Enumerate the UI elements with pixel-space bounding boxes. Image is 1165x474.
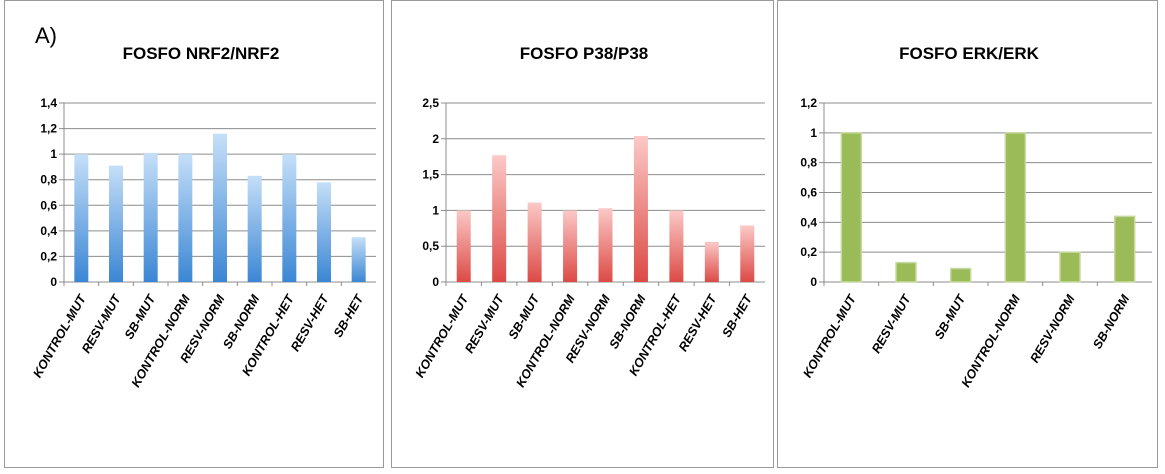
bar bbox=[282, 154, 297, 282]
y-tick-label: 1 bbox=[810, 126, 817, 140]
y-tick-label: 1,2 bbox=[800, 96, 817, 110]
bar bbox=[704, 241, 719, 282]
chart-panel-p38: FOSFO P38/P38 0 0,5 1 1,5 2 2,5 KONTROL-MUT RESV… bbox=[391, 0, 774, 468]
chart-title: FOSFO ERK/ERK bbox=[899, 44, 1040, 63]
y-tick-label: 0,5 bbox=[422, 239, 439, 253]
y-tick-label: 0,2 bbox=[40, 249, 57, 263]
y-tick-label: 1,5 bbox=[422, 168, 439, 182]
bar bbox=[840, 132, 863, 283]
x-category-label: KONTROL-MUT bbox=[800, 291, 859, 380]
bar bbox=[1004, 132, 1027, 283]
bar bbox=[527, 202, 542, 282]
y-tick-label: 2,5 bbox=[422, 96, 439, 110]
bar bbox=[143, 152, 158, 282]
y-tick-label: 1 bbox=[432, 203, 439, 217]
x-category-label: SB-NORM bbox=[1090, 292, 1132, 351]
bar bbox=[74, 154, 89, 282]
y-tick-label: 1 bbox=[50, 147, 57, 161]
y-tick-label: 0,6 bbox=[40, 198, 57, 212]
y-tick-label: 1,4 bbox=[40, 96, 57, 110]
y-tick-label: 0,8 bbox=[800, 156, 817, 170]
bar bbox=[1113, 215, 1136, 283]
chart-title: FOSFO P38/P38 bbox=[520, 44, 649, 63]
x-category-label: SB-HET bbox=[331, 291, 367, 339]
chart-title: FOSFO NRF2/NRF2 bbox=[123, 44, 280, 63]
x-category-label: SB-MUT bbox=[122, 291, 159, 341]
bar bbox=[317, 182, 331, 282]
y-tick-label: 0 bbox=[810, 275, 817, 289]
y-tick-label: 0,4 bbox=[40, 224, 57, 238]
x-category-label: SB-MUT bbox=[932, 291, 969, 341]
chart-nrf2: FOSFO NRF2/NRF2 0 0,2 0,4 0,6 0,8 1 1,2 1,4 KONTR… bbox=[30, 44, 376, 390]
bar bbox=[740, 225, 755, 282]
x-category-label: KONTROL-MUT bbox=[30, 291, 89, 380]
y-tick-label: 0 bbox=[432, 275, 439, 289]
x-category-label: KONTROL-MUT bbox=[413, 291, 472, 380]
bar bbox=[895, 261, 917, 283]
y-tick-label: 2 bbox=[432, 132, 439, 146]
bar bbox=[213, 133, 227, 282]
bar bbox=[109, 165, 123, 282]
bar bbox=[1059, 251, 1081, 283]
bar bbox=[492, 155, 507, 282]
bar bbox=[598, 208, 613, 282]
y-tick-label: 0,4 bbox=[800, 215, 817, 229]
bar bbox=[669, 210, 684, 282]
chart-panel-nrf2: A) FOSFO NRF2/NRF2 0 0,2 0,4 0,6 0,8 1 1,2 1,4 KO… bbox=[4, 0, 384, 468]
x-category-label: RESV-MUT bbox=[869, 291, 914, 355]
chart-erk: FOSFO ERK/ERK 0 0,2 0,4 0,6 0,8 1 1,2 KONTROL-MU… bbox=[800, 44, 1152, 390]
bar bbox=[949, 267, 972, 283]
bar bbox=[351, 237, 366, 282]
chart-p38: FOSFO P38/P3800,511,522,5KONTROL-MUTRESV… bbox=[413, 44, 765, 390]
bar bbox=[247, 175, 262, 282]
y-tick-label: 0,2 bbox=[800, 245, 817, 259]
x-category-label: SB-HET bbox=[719, 291, 755, 339]
y-tick-label: 0,6 bbox=[800, 186, 817, 200]
bar bbox=[456, 210, 471, 282]
chart-panel-erk: FOSFO ERK/ERK 0 0,2 0,4 0,6 0,8 1 1,2 KONTROL-MU… bbox=[777, 0, 1158, 468]
y-tick-label: 1,2 bbox=[40, 122, 57, 136]
x-category-label: RESV-NORM bbox=[1028, 292, 1078, 365]
bar bbox=[178, 154, 193, 282]
x-category-label: SB-MUT bbox=[506, 291, 543, 341]
bar bbox=[633, 135, 648, 282]
y-tick-label: 0,8 bbox=[40, 173, 57, 187]
bar bbox=[563, 210, 578, 282]
panel-letter: A) bbox=[35, 23, 57, 48]
y-tick-label: 0 bbox=[50, 275, 57, 289]
x-category-label: KONTROL-NORM bbox=[959, 292, 1023, 390]
